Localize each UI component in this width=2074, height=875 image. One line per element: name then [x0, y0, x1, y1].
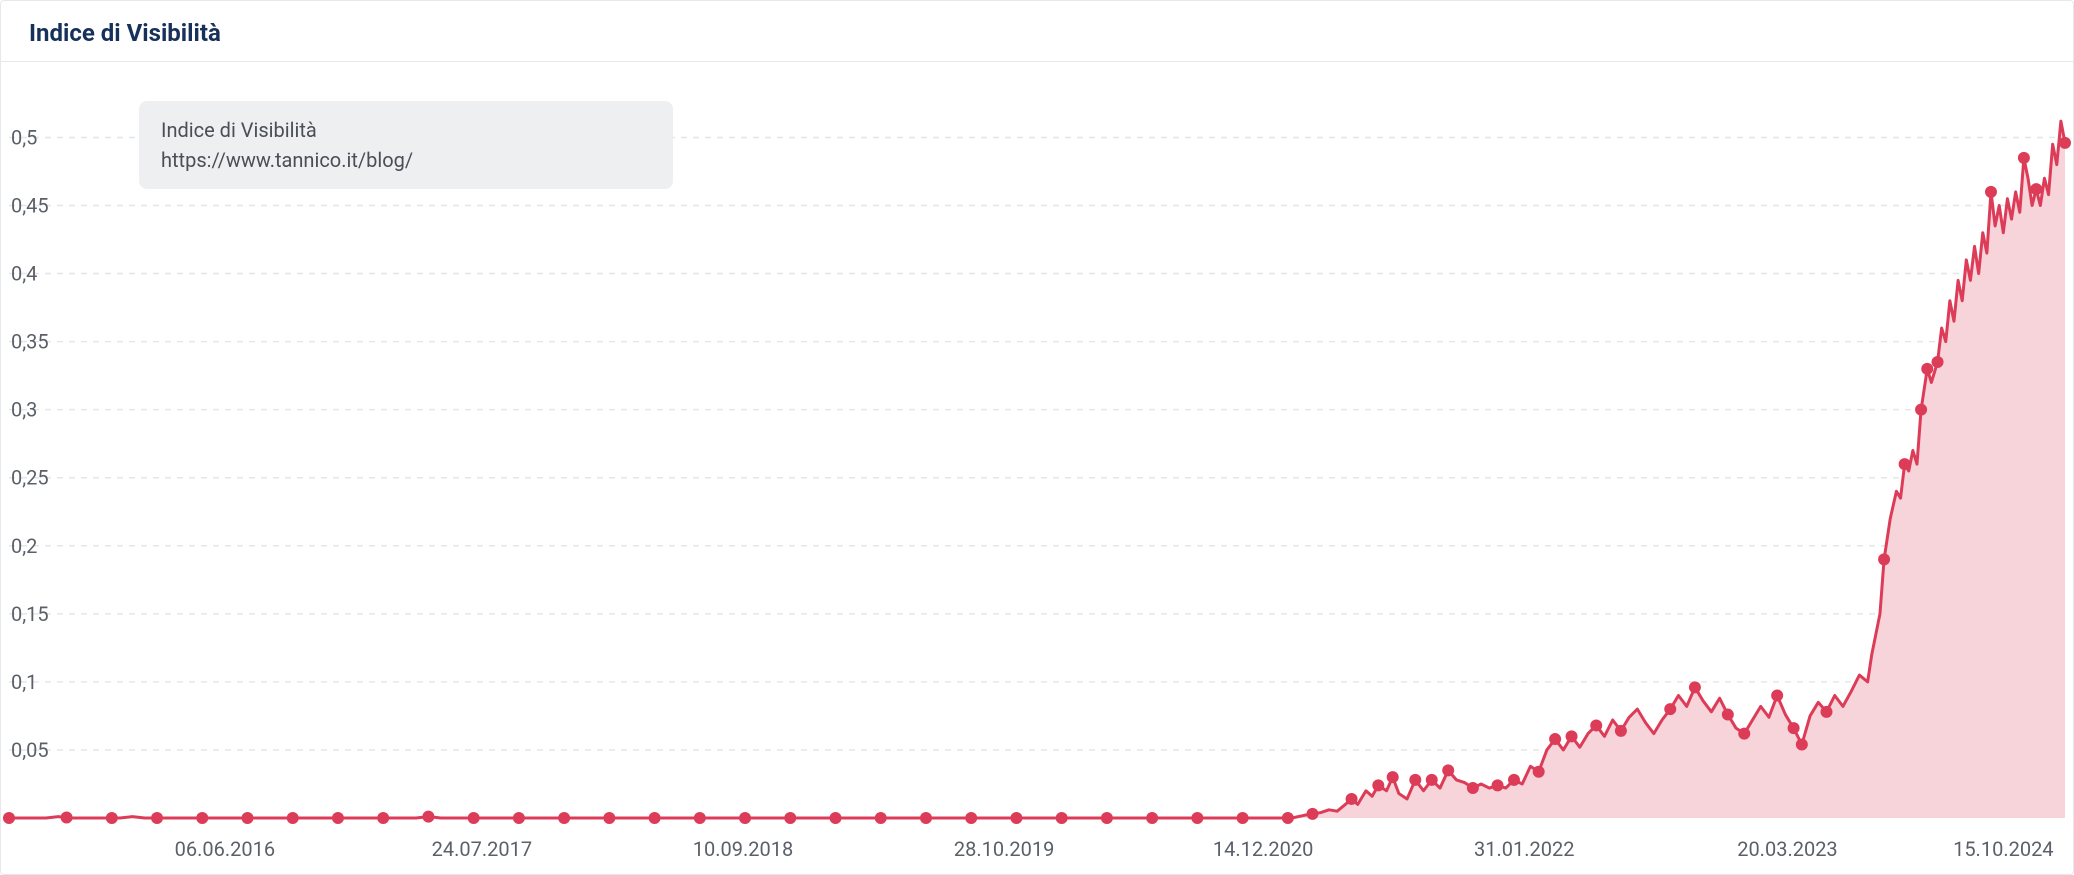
- svg-text:10.09.2018: 10.09.2018: [693, 837, 793, 861]
- svg-text:0,4: 0,4: [11, 262, 37, 286]
- chart-area: 0,05 0,1 0,15 0,2 0,25 0,3 0,35 0,4 0,45 0,5 06.06…: [1, 77, 2073, 874]
- svg-text:24.07.2017: 24.07.2017: [432, 837, 532, 861]
- svg-text:28.10.2019: 28.10.2019: [954, 837, 1054, 861]
- svg-text:20.03.2023: 20.03.2023: [1737, 837, 1837, 861]
- card-title: Indice di Visibilità: [29, 19, 2045, 47]
- svg-text:0,25: 0,25: [11, 466, 49, 490]
- tooltip-url: https://www.tannico.it/blog/: [161, 145, 651, 175]
- svg-text:0,2: 0,2: [11, 534, 37, 558]
- svg-text:0,1: 0,1: [11, 670, 37, 694]
- svg-text:14.12.2020: 14.12.2020: [1213, 837, 1313, 861]
- tooltip-title: Indice di Visibilità: [161, 115, 651, 145]
- svg-text:06.06.2016: 06.06.2016: [175, 837, 275, 861]
- visibility-chart: 0,05 0,1 0,15 0,2 0,25 0,3 0,35 0,4 0,45 0,5 06.06…: [1, 77, 2073, 874]
- svg-text:0,45: 0,45: [11, 194, 49, 218]
- card-header: Indice di Visibilità: [1, 1, 2073, 62]
- svg-text:31.01.2022: 31.01.2022: [1474, 837, 1574, 861]
- svg-text:0,15: 0,15: [11, 602, 49, 626]
- svg-text:0,3: 0,3: [11, 398, 37, 422]
- svg-text:0,5: 0,5: [11, 125, 37, 149]
- svg-text:0,05: 0,05: [11, 738, 49, 762]
- chart-card: Indice di Visibilità 0,050,10,150,20,250…: [0, 0, 2074, 875]
- svg-text:15.10.2024: 15.10.2024: [1953, 837, 2053, 861]
- svg-text:0,35: 0,35: [11, 330, 49, 354]
- chart-legend-tooltip: Indice di Visibilità https://www.tannico…: [139, 101, 673, 189]
